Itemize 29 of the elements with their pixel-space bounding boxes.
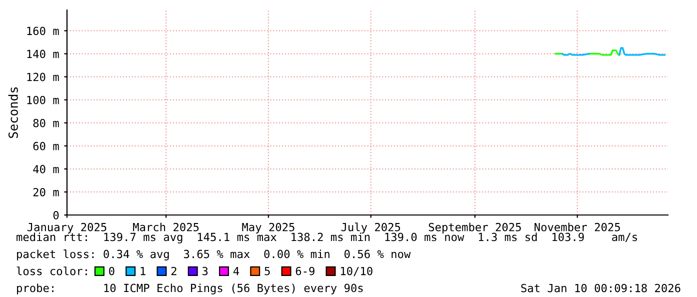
- legend-label: 10/10: [340, 266, 372, 276]
- y-tick-label: 40 m: [33, 164, 59, 174]
- legend-label: 2: [171, 266, 176, 276]
- y-tick-label: 120 m: [27, 72, 59, 82]
- legend-label: 6-9: [296, 266, 314, 276]
- text: median rtt: 139.7 ms avg 145.1 ms max 138.2 ms min 139.0 ms now 1.3 ms sd 103.9 am/s: [16, 232, 638, 244]
- y-tick-label: 0: [53, 211, 59, 220]
- x-tick-label: September 2025: [428, 222, 521, 234]
- legend-label: 3: [202, 266, 208, 276]
- text: probe: 10 ICMP Echo Pings (56 Bytes) every 90s: [17, 284, 363, 294]
- y-tick-label: 160 m: [27, 26, 59, 36]
- y-tick-label: 60 m: [33, 142, 59, 150]
- x-tick-label: March 2025: [133, 222, 199, 232]
- text: packet loss: 0.34 % avg 3.65 % max 0.00 % min 0.56 % now: [17, 250, 411, 260]
- legend-label: 5: [264, 266, 270, 276]
- legend-label: 0: [109, 266, 114, 276]
- y-tick-label: 80 m: [33, 118, 59, 128]
- y-tick-label: 20 m: [33, 188, 59, 196]
- x-tick-label: January 2025: [27, 222, 106, 234]
- y-tick-label: 140 m: [27, 50, 59, 58]
- x-tick-label: November 2025: [534, 222, 620, 232]
- y-axis-title: Seconds: [8, 87, 18, 138]
- text: Sat Jan 10 00:09:18 2026: [521, 284, 680, 292]
- legend-label: 1: [140, 266, 146, 276]
- y-tick-label: 100 m: [27, 96, 59, 104]
- legend-label: 4: [233, 266, 240, 276]
- x-tick-label: July 2025: [341, 222, 400, 234]
- legend-title: loss color:: [16, 266, 87, 276]
- x-tick-label: May 2025: [242, 222, 294, 234]
